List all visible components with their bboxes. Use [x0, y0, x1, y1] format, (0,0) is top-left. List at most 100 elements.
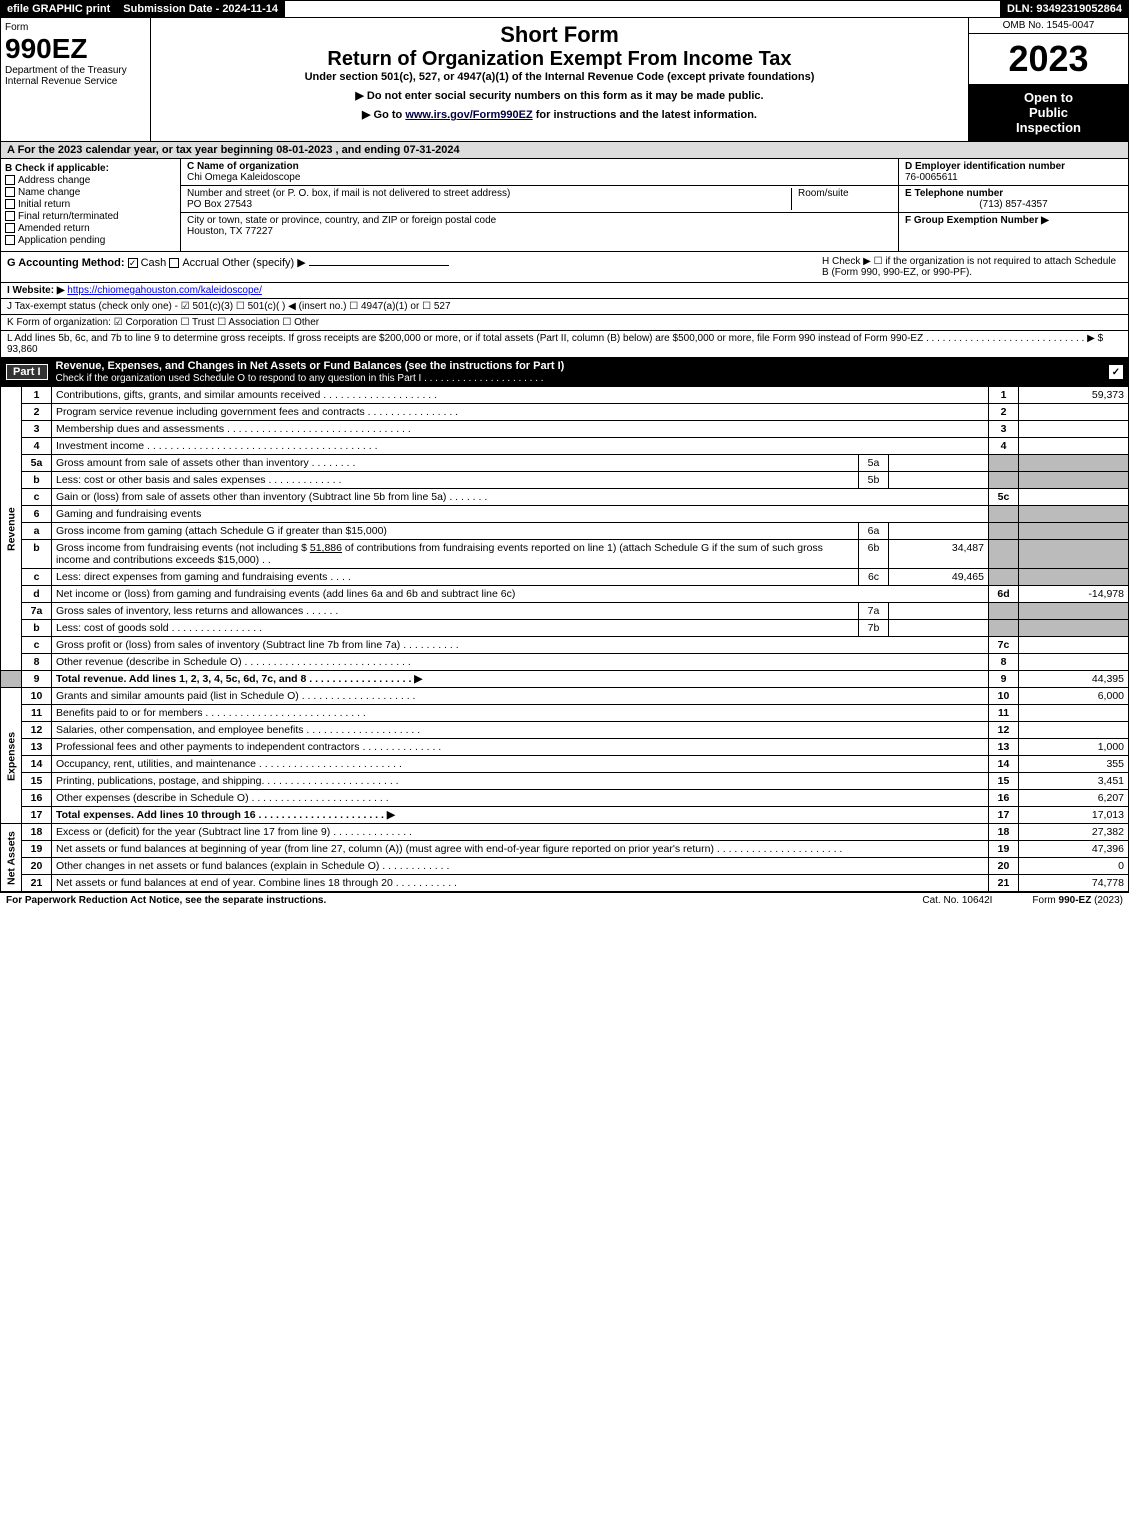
chk-name-change[interactable]: Name change: [5, 187, 176, 198]
l6a-mv: [889, 523, 989, 540]
chk-cash[interactable]: ✓: [128, 258, 138, 268]
line-8: 8Other revenue (describe in Schedule O) …: [1, 654, 1129, 671]
other-label: Other (specify) ▶: [222, 257, 306, 269]
line-19: 19Net assets or fund balances at beginni…: [1, 841, 1129, 858]
line-15: 15Printing, publications, postage, and s…: [1, 773, 1129, 790]
line-14: 14Occupancy, rent, utilities, and mainte…: [1, 756, 1129, 773]
l5c-rval: [1019, 489, 1129, 506]
chk-amended-return-label: Amended return: [18, 223, 90, 234]
l9-vcell: [1, 671, 22, 688]
line-16: 16Other expenses (describe in Schedule O…: [1, 790, 1129, 807]
l8-rnum: 8: [989, 654, 1019, 671]
ein-cell: D Employer identification number 76-0065…: [899, 159, 1128, 186]
l6a-rval: [1019, 523, 1129, 540]
chk-accrual[interactable]: [169, 258, 179, 268]
row-g-accounting: G Accounting Method: ✓Cash Accrual Other…: [0, 252, 1129, 283]
l21-num: 21: [22, 875, 52, 892]
website-link[interactable]: https://chiomegahouston.com/kaleidoscope…: [67, 285, 262, 296]
l6-num: 6: [22, 506, 52, 523]
chk-final-return[interactable]: Final return/terminated: [5, 211, 176, 222]
l6a-num: a: [22, 523, 52, 540]
l6b-mv: 34,487: [889, 540, 989, 569]
l6d-rval: -14,978: [1019, 586, 1129, 603]
l6c-desc: Less: direct expenses from gaming and fu…: [52, 569, 859, 586]
chk-final-return-label: Final return/terminated: [18, 211, 119, 222]
line-5c: cGain or (loss) from sale of assets othe…: [1, 489, 1129, 506]
part-i-title: Revenue, Expenses, and Changes in Net As…: [56, 360, 565, 372]
tel-value: (713) 857-4357: [905, 199, 1122, 210]
chk-application-pending[interactable]: Application pending: [5, 235, 176, 246]
l3-rval: [1019, 421, 1129, 438]
line-20: 20Other changes in net assets or fund ba…: [1, 858, 1129, 875]
l17-desc-text: Total expenses. Add lines 10 through 16 …: [56, 809, 395, 821]
line-7c: cGross profit or (loss) from sales of in…: [1, 637, 1129, 654]
part-i-checkbox[interactable]: ✓: [1109, 365, 1123, 379]
other-specify-line[interactable]: [309, 265, 449, 266]
efile-print[interactable]: efile GRAPHIC print: [1, 1, 117, 17]
col-d-ids: D Employer identification number 76-0065…: [898, 159, 1128, 251]
l14-desc: Occupancy, rent, utilities, and maintena…: [52, 756, 989, 773]
l17-desc: Total expenses. Add lines 10 through 16 …: [52, 807, 989, 824]
l5b-rnum: [989, 472, 1019, 489]
l3-desc: Membership dues and assessments . . . . …: [52, 421, 989, 438]
org-address-cell: Number and street (or P. O. box, if mail…: [181, 186, 898, 213]
l3-rnum: 3: [989, 421, 1019, 438]
irs-label: Internal Revenue Service: [5, 76, 146, 87]
l6d-num: d: [22, 586, 52, 603]
l16-num: 16: [22, 790, 52, 807]
l2-num: 2: [22, 404, 52, 421]
inspect-1: Open to: [971, 90, 1126, 105]
goto-note: ▶ Go to www.irs.gov/Form990EZ for instru…: [155, 108, 964, 121]
l20-desc: Other changes in net assets or fund bala…: [52, 858, 989, 875]
l18-num: 18: [22, 824, 52, 841]
l6-desc: Gaming and fundraising events: [52, 506, 989, 523]
l8-desc: Other revenue (describe in Schedule O) .…: [52, 654, 989, 671]
l19-num: 19: [22, 841, 52, 858]
l20-rval: 0: [1019, 858, 1129, 875]
l7a-mv: [889, 603, 989, 620]
line-7b: bLess: cost of goods sold . . . . . . . …: [1, 620, 1129, 637]
l8-rval: [1019, 654, 1129, 671]
org-name: Chi Omega Kaleidoscope: [187, 172, 892, 183]
line-6b: bGross income from fundraising events (n…: [1, 540, 1129, 569]
l2-rnum: 2: [989, 404, 1019, 421]
l17-rnum: 17: [989, 807, 1019, 824]
l6c-mv: 49,465: [889, 569, 989, 586]
l10-rnum: 10: [989, 688, 1019, 705]
line-6d: dNet income or (loss) from gaming and fu…: [1, 586, 1129, 603]
short-form-title: Short Form: [155, 22, 964, 48]
l15-num: 15: [22, 773, 52, 790]
header-right: OMB No. 1545-0047 2023 Open to Public In…: [968, 18, 1128, 141]
part-i-table: Revenue 1 Contributions, gifts, grants, …: [0, 386, 1129, 892]
dept-treasury: Department of the Treasury: [5, 65, 146, 76]
chk-address-change[interactable]: Address change: [5, 175, 176, 186]
l7c-rnum: 7c: [989, 637, 1019, 654]
ssn-note: ▶ Do not enter social security numbers o…: [155, 89, 964, 102]
l7b-desc: Less: cost of goods sold . . . . . . . .…: [52, 620, 859, 637]
l10-desc: Grants and similar amounts paid (list in…: [52, 688, 989, 705]
l6b-desc: Gross income from fundraising events (no…: [52, 540, 859, 569]
l16-desc: Other expenses (describe in Schedule O) …: [52, 790, 989, 807]
l6c-mn: 6c: [859, 569, 889, 586]
l1-desc: Contributions, gifts, grants, and simila…: [52, 387, 989, 404]
irs-link[interactable]: www.irs.gov/Form990EZ: [405, 109, 532, 121]
l18-rval: 27,382: [1019, 824, 1129, 841]
l5b-mv: [889, 472, 989, 489]
l21-rval: 74,778: [1019, 875, 1129, 892]
chk-initial-return[interactable]: Initial return: [5, 199, 176, 210]
l7c-desc: Gross profit or (loss) from sales of inv…: [52, 637, 989, 654]
inspection-box: Open to Public Inspection: [969, 84, 1128, 141]
header-center: Short Form Return of Organization Exempt…: [151, 18, 968, 141]
form-header: Form 990EZ Department of the Treasury In…: [0, 18, 1129, 142]
l9-rval: 44,395: [1019, 671, 1129, 688]
l6b-amt: 51,886: [310, 542, 342, 554]
l5a-mv: [889, 455, 989, 472]
l7a-rval: [1019, 603, 1129, 620]
l9-num: 9: [22, 671, 52, 688]
chk-amended-return[interactable]: Amended return: [5, 223, 176, 234]
l11-desc: Benefits paid to or for members . . . . …: [52, 705, 989, 722]
netassets-label: Net Assets: [1, 824, 22, 892]
room-suite-label: Room/suite: [792, 188, 892, 210]
addr-value: PO Box 27543: [187, 199, 785, 210]
city-value: Houston, TX 77227: [187, 226, 892, 237]
